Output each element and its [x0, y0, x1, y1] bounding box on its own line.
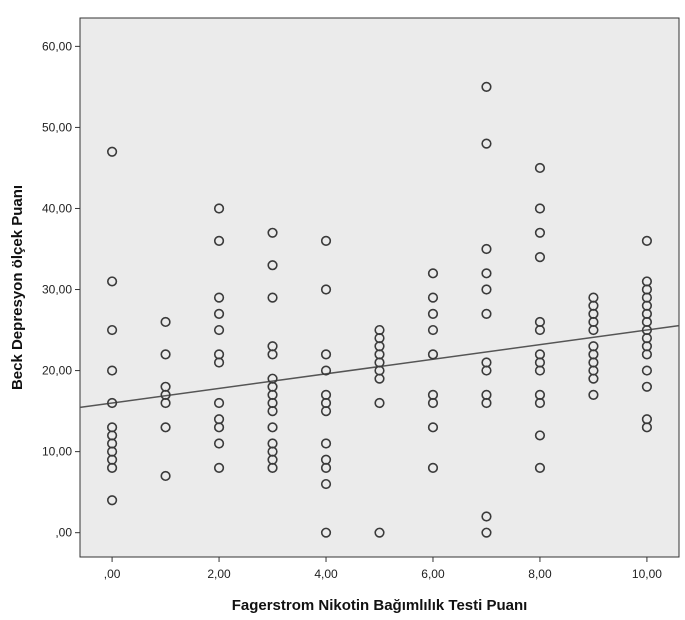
- x-tick-label: 6,00: [421, 567, 445, 581]
- data-point: [427, 349, 439, 360]
- data-point: [320, 462, 332, 473]
- y-tick-label: ,00: [55, 526, 72, 540]
- data-point: [213, 324, 225, 336]
- data-point: [641, 349, 653, 360]
- data-point: [481, 397, 492, 409]
- data-point: [534, 430, 546, 441]
- data-point: [267, 260, 278, 271]
- data-point: [481, 138, 492, 149]
- data-point: [588, 324, 599, 336]
- y-tick-label: 60,00: [42, 39, 72, 53]
- data-point: [106, 146, 118, 157]
- data-point: [481, 81, 492, 92]
- data-point: [213, 397, 225, 409]
- axes: ,00 10,00 20,00 30,00 40,00 50,00 60,00 ,00 2,00…: [42, 39, 662, 581]
- data-point: [160, 470, 171, 482]
- x-tick-label: 4,00: [314, 567, 338, 581]
- data-point: [320, 235, 332, 246]
- y-tick-label: 50,00: [42, 120, 72, 134]
- data-point: [320, 478, 332, 490]
- data-points: [106, 81, 653, 538]
- data-point: [481, 365, 492, 376]
- data-point: [427, 308, 439, 319]
- data-point: [320, 406, 332, 417]
- data-point: [641, 422, 653, 433]
- data-point: [213, 462, 225, 473]
- data-point: [427, 292, 439, 303]
- data-point: [213, 438, 225, 449]
- data-point: [320, 527, 332, 538]
- data-point: [106, 495, 118, 506]
- y-tick-label: 10,00: [42, 445, 72, 459]
- data-point: [641, 235, 653, 246]
- data-point: [427, 268, 439, 279]
- data-point: [320, 365, 332, 376]
- data-point: [267, 349, 278, 360]
- x-axis-title: Fagerstrom Nikotin Bağımlılık Testi Puan…: [232, 597, 528, 614]
- y-tick-label: 20,00: [42, 364, 72, 378]
- x-tick-label: ,00: [104, 567, 121, 581]
- data-point: [481, 511, 492, 522]
- data-point: [267, 422, 278, 433]
- data-point: [534, 462, 546, 473]
- data-point: [213, 422, 225, 433]
- data-point: [588, 389, 599, 400]
- x-tick-label: 2,00: [207, 567, 231, 581]
- data-point: [160, 422, 171, 433]
- data-point: [427, 462, 439, 473]
- data-point: [106, 276, 118, 287]
- data-point: [160, 349, 171, 360]
- data-point: [213, 308, 225, 319]
- y-tick-label: 30,00: [42, 283, 72, 297]
- plot-area: [79, 17, 680, 558]
- data-point: [481, 243, 492, 255]
- data-point: [267, 292, 278, 303]
- data-point: [320, 284, 332, 295]
- data-point: [481, 527, 492, 538]
- data-point: [213, 235, 225, 246]
- y-axis-title: Beck Depresyon ölçek Puanı: [9, 185, 26, 390]
- data-point: [374, 527, 385, 538]
- data-point: [481, 268, 492, 279]
- data-point: [106, 365, 118, 376]
- data-point: [534, 324, 546, 336]
- x-tick-label: 10,00: [632, 567, 662, 581]
- data-point: [213, 203, 225, 214]
- data-point: [534, 365, 546, 376]
- data-point: [106, 397, 118, 409]
- data-point: [481, 308, 492, 319]
- data-point: [534, 162, 546, 174]
- data-point: [374, 373, 385, 384]
- data-point: [641, 365, 653, 376]
- data-point: [267, 406, 278, 417]
- data-point: [267, 227, 278, 238]
- data-point: [374, 397, 385, 409]
- data-point: [160, 397, 171, 409]
- data-point: [534, 397, 546, 409]
- data-point: [534, 203, 546, 214]
- data-point: [588, 373, 599, 384]
- data-point: [427, 397, 439, 409]
- x-tick-label: 8,00: [528, 567, 552, 581]
- data-point: [320, 438, 332, 449]
- data-point: [106, 324, 118, 336]
- data-point: [641, 381, 653, 392]
- y-tick-label: 40,00: [42, 201, 72, 215]
- data-point: [267, 462, 278, 473]
- data-point: [427, 422, 439, 433]
- data-point: [534, 227, 546, 238]
- data-point: [160, 316, 171, 328]
- data-point: [213, 292, 225, 303]
- data-point: [481, 284, 492, 295]
- data-point: [320, 349, 332, 360]
- data-point: [427, 324, 439, 336]
- data-point: [213, 357, 225, 368]
- data-point: [534, 252, 546, 263]
- data-point: [106, 462, 118, 473]
